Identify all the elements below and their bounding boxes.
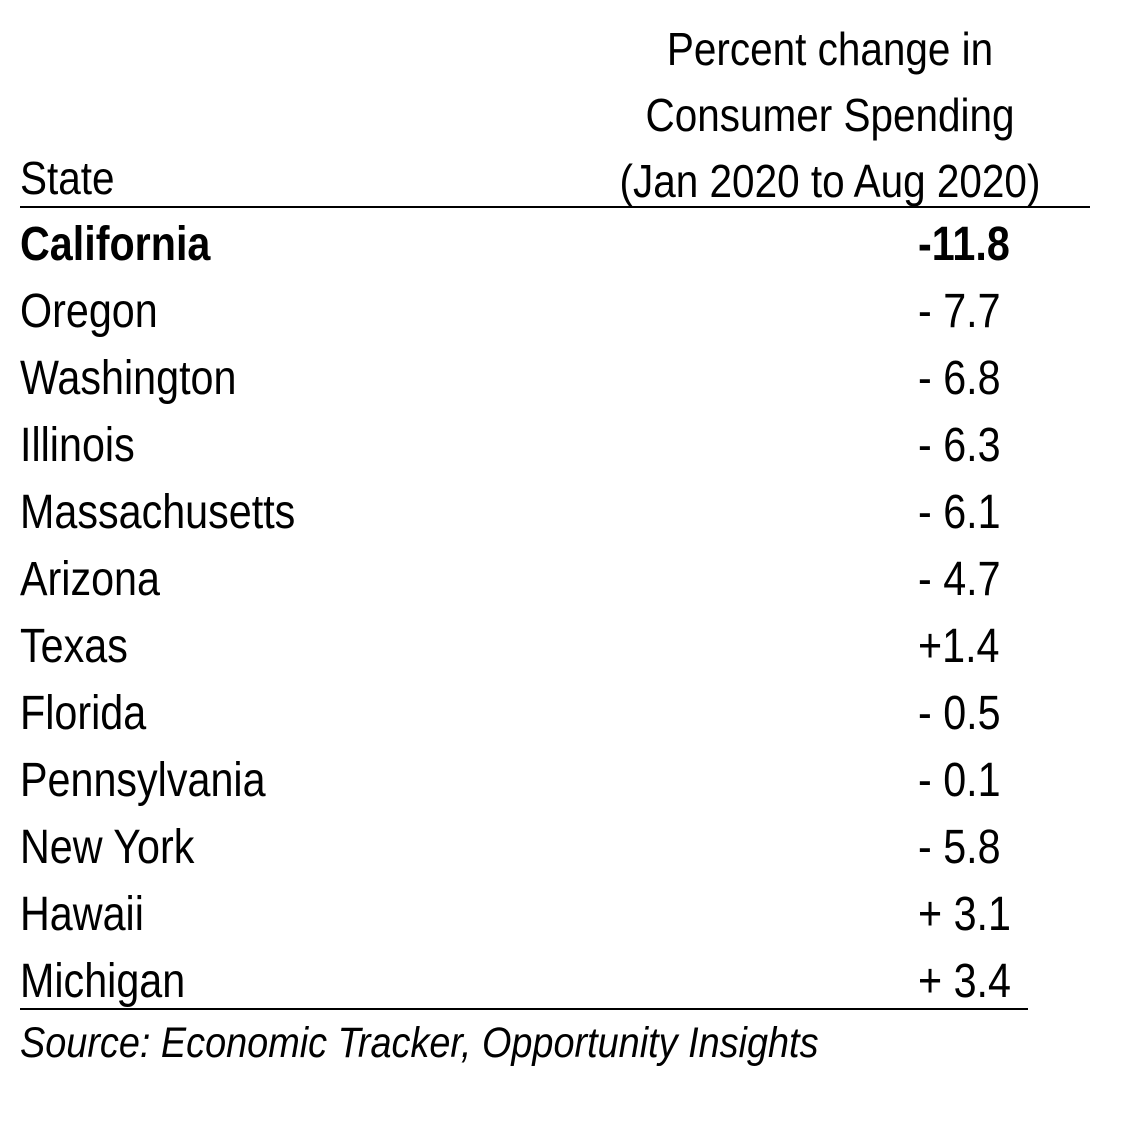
header-line: (Jan 2020 to Aug 2020)	[619, 155, 1041, 207]
table-row: Pennsylvania - 0.1	[20, 748, 1030, 815]
percent-change-value: - 6.8	[918, 352, 1001, 405]
percent-change-value: - 5.8	[918, 821, 1001, 874]
state-name: Massachusetts	[20, 486, 296, 539]
table-row: Illinois - 6.3	[20, 413, 1030, 480]
table-row: Florida - 0.5	[20, 681, 1030, 748]
state-name: Florida	[20, 687, 147, 740]
state-name: New York	[20, 821, 195, 874]
table-row: Hawaii + 3.1	[20, 882, 1030, 949]
header-line: Consumer Spending	[645, 89, 1015, 141]
state-name: Washington	[20, 352, 237, 405]
percent-change-value: - 4.7	[918, 553, 1001, 606]
table-row: Texas +1.4	[20, 614, 1030, 681]
state-name: Hawaii	[20, 888, 144, 941]
bottom-divider	[20, 1008, 1028, 1010]
source-note: Source: Economic Tracker, Opportunity In…	[20, 1019, 819, 1067]
percent-change-column-header: Percent change in Consumer Spending (Jan…	[592, 16, 1067, 214]
table-row: New York - 5.8	[20, 815, 1030, 882]
percent-change-value: +1.4	[918, 620, 1000, 673]
percent-change-value: - 7.7	[918, 285, 1001, 338]
table-body: California -11.8 Oregon - 7.7 Washington…	[20, 212, 1030, 1016]
state-column-header: State	[20, 152, 115, 204]
state-name: Pennsylvania	[20, 754, 266, 807]
table-row: Oregon - 7.7	[20, 279, 1030, 346]
state-name: California	[20, 218, 211, 271]
table-row: California -11.8	[20, 212, 1030, 279]
percent-change-value: - 0.1	[918, 754, 1001, 807]
state-name: Texas	[20, 620, 128, 673]
state-name: Oregon	[20, 285, 158, 338]
percent-change-value: - 6.3	[918, 419, 1001, 472]
percent-change-value: + 3.1	[918, 888, 1011, 941]
percent-change-value: -11.8	[918, 218, 1010, 271]
table-row: Washington - 6.8	[20, 346, 1030, 413]
header-divider	[20, 206, 1090, 208]
state-name: Illinois	[20, 419, 135, 472]
percent-change-value: + 3.4	[918, 955, 1011, 1008]
state-name: Michigan	[20, 955, 186, 1008]
table-row: Arizona - 4.7	[20, 547, 1030, 614]
header-line: Percent change in	[666, 23, 994, 75]
state-name: Arizona	[20, 553, 160, 606]
percent-change-value: - 0.5	[918, 687, 1001, 740]
table-row: Michigan + 3.4	[20, 949, 1030, 1016]
percent-change-value: - 6.1	[918, 486, 1001, 539]
table-row: Massachusetts - 6.1	[20, 480, 1030, 547]
